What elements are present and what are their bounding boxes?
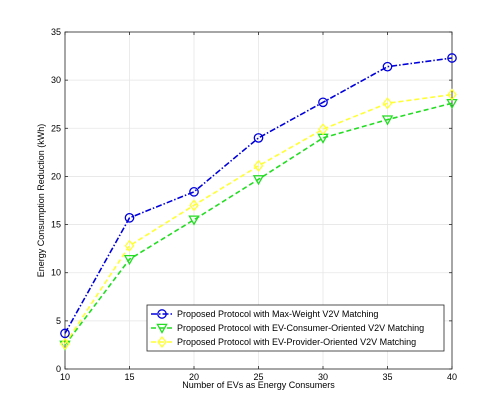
x-tick-label: 20 (189, 372, 199, 382)
data-point (447, 53, 457, 63)
y-tick-label: 20 (51, 171, 61, 181)
series-group (59, 53, 458, 351)
y-tick-label: 25 (51, 123, 61, 133)
y-tick-label: 10 (51, 268, 61, 278)
legend-item: Proposed Protocol with Max-Weight V2V Ma… (151, 309, 378, 319)
x-tick-label: 40 (447, 372, 457, 382)
legend-label: Proposed Protocol with EV-Provider-Orien… (177, 337, 416, 347)
data-point (381, 115, 394, 126)
data-point (253, 159, 264, 172)
series-1 (60, 53, 457, 339)
data-point (189, 199, 199, 212)
data-point (253, 133, 264, 143)
data-point (60, 328, 70, 339)
y-tick-label: 35 (51, 27, 61, 37)
data-point (124, 212, 135, 223)
legend-marker (157, 309, 167, 319)
data-point (447, 88, 457, 101)
y-tick-label: 30 (51, 75, 61, 85)
y-axis-title: Energy Consumption Reduction (kWh) (36, 124, 46, 278)
data-point (382, 97, 393, 110)
data-point (123, 254, 136, 266)
y-tick-label: 5 (56, 316, 61, 326)
legend-marker (157, 335, 167, 349)
legend: Proposed Protocol with Max-Weight V2V Ma… (146, 304, 445, 352)
x-tick-label: 35 (382, 372, 392, 382)
data-point (318, 123, 328, 136)
y-tick-label: 0 (56, 364, 61, 374)
legend-label: Proposed Protocol with EV-Consumer-Orien… (177, 323, 424, 333)
x-axis-title: Number of EVs as Energy Consumers (182, 380, 335, 390)
y-tick-label: 15 (51, 220, 61, 230)
data-point (382, 61, 393, 72)
data-point (124, 239, 135, 252)
data-point (189, 186, 199, 197)
legend-item: Proposed Protocol with EV-Provider-Orien… (151, 335, 416, 349)
legend-box (146, 304, 445, 352)
x-tick-label: 15 (124, 372, 134, 382)
x-tick-label: 30 (318, 372, 328, 382)
x-tick-label: 25 (253, 372, 263, 382)
series-3 (60, 88, 457, 351)
series-line (64, 102, 453, 346)
legend-item: Proposed Protocol with EV-Consumer-Orien… (151, 323, 424, 334)
legend-label: Proposed Protocol with Max-Weight V2V Ma… (177, 309, 378, 319)
series-line (64, 93, 453, 345)
data-point (188, 215, 200, 226)
data-point (252, 175, 265, 186)
legend-marker (156, 323, 168, 334)
series-line (64, 57, 453, 334)
data-point (60, 337, 70, 351)
data-point (318, 97, 328, 108)
axes: 10 15 20 25 30 35 40 0 5 10 15 20 25 30 35 (51, 27, 457, 382)
x-tick-label: 10 (60, 372, 70, 382)
